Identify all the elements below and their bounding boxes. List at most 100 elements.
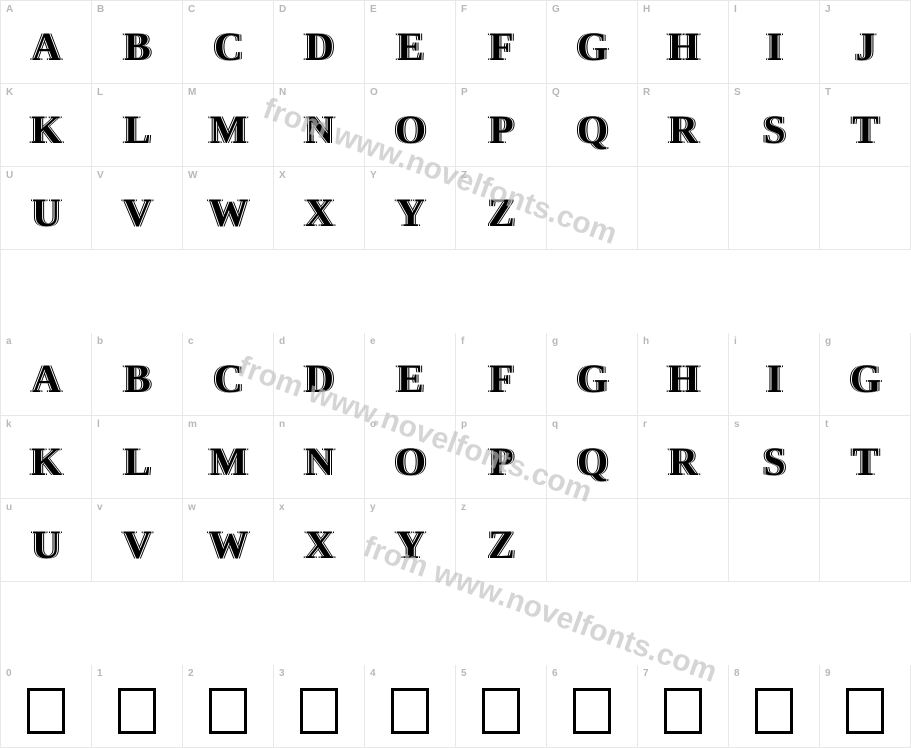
glyph-cell[interactable]: wW xyxy=(183,499,274,582)
glyph-cell[interactable] xyxy=(820,167,911,250)
glyph-cell[interactable]: oO xyxy=(365,416,456,499)
glyph-cell[interactable]: kK xyxy=(1,416,92,499)
cell-key-label: E xyxy=(370,4,377,15)
glyph-cell[interactable]: tT xyxy=(820,416,911,499)
glyph-cell[interactable]: LL xyxy=(92,84,183,167)
glyph-cell[interactable]: YY xyxy=(365,167,456,250)
cell-key-label: W xyxy=(188,170,197,181)
glyph-cell[interactable]: 9 xyxy=(820,665,911,748)
glyph-cell[interactable]: xX xyxy=(274,499,365,582)
glyph-cell[interactable] xyxy=(820,499,911,582)
cell-key-label: T xyxy=(825,87,831,98)
glyph-cell[interactable]: AA xyxy=(1,1,92,84)
cell-key-label: 5 xyxy=(461,668,467,679)
glyph-cell[interactable] xyxy=(638,499,729,582)
glyph-cell[interactable]: MM xyxy=(183,84,274,167)
glyph-cell[interactable] xyxy=(729,499,820,582)
glyph-cell[interactable]: OO xyxy=(365,84,456,167)
glyph-cell[interactable]: bB xyxy=(92,333,183,416)
glyph-cell[interactable]: II xyxy=(729,1,820,84)
glyph-display: Q xyxy=(577,442,607,482)
glyph-cell[interactable]: XX xyxy=(274,167,365,250)
cell-key-label: p xyxy=(461,419,467,430)
glyph-cell[interactable]: WW xyxy=(183,167,274,250)
cell-key-label: y xyxy=(370,502,376,513)
glyph-display: U xyxy=(32,193,60,233)
cell-key-label: L xyxy=(97,87,103,98)
glyph-cell[interactable]: qQ xyxy=(547,416,638,499)
glyph-cell[interactable]: hH xyxy=(638,333,729,416)
glyph-cell[interactable]: nN xyxy=(274,416,365,499)
glyph-cell[interactable]: aA xyxy=(1,333,92,416)
missing-glyph-box xyxy=(755,688,793,734)
cell-key-label: S xyxy=(734,87,741,98)
glyph-cell[interactable]: uU xyxy=(1,499,92,582)
glyph-cell[interactable] xyxy=(729,167,820,250)
glyph-cell[interactable] xyxy=(547,499,638,582)
glyph-cell[interactable]: DD xyxy=(274,1,365,84)
cell-key-label: g xyxy=(825,336,831,347)
glyph-cell[interactable]: lL xyxy=(92,416,183,499)
cell-key-label: q xyxy=(552,419,558,430)
glyph-cell[interactable]: QQ xyxy=(547,84,638,167)
glyph-cell[interactable]: gG xyxy=(547,333,638,416)
glyph-cell[interactable]: gG xyxy=(820,333,911,416)
cell-key-label: v xyxy=(97,502,103,513)
glyph-display: L xyxy=(124,110,150,150)
cell-key-label: o xyxy=(370,419,376,430)
glyph-cell[interactable]: HH xyxy=(638,1,729,84)
glyph-cell[interactable] xyxy=(638,167,729,250)
glyph-cell[interactable]: UU xyxy=(1,167,92,250)
glyph-cell[interactable]: ZZ xyxy=(456,167,547,250)
cell-key-label: I xyxy=(734,4,737,15)
glyph-cell[interactable]: 7 xyxy=(638,665,729,748)
glyph-cell[interactable]: vV xyxy=(92,499,183,582)
glyph-cell[interactable]: EE xyxy=(365,1,456,84)
glyph-cell[interactable]: zZ xyxy=(456,499,547,582)
glyph-display: Q xyxy=(577,110,607,150)
glyph-cell[interactable]: cC xyxy=(183,333,274,416)
glyph-cell[interactable]: 4 xyxy=(365,665,456,748)
glyph-cell[interactable]: TT xyxy=(820,84,911,167)
glyph-cell[interactable]: VV xyxy=(92,167,183,250)
cell-key-label: Y xyxy=(370,170,377,181)
glyph-display: A xyxy=(32,27,60,67)
glyph-cell[interactable]: BB xyxy=(92,1,183,84)
glyph-display: R xyxy=(669,442,697,482)
glyph-cell[interactable]: PP xyxy=(456,84,547,167)
cell-key-label: b xyxy=(97,336,103,347)
glyph-cell[interactable]: yY xyxy=(365,499,456,582)
glyph-cell[interactable]: FF xyxy=(456,1,547,84)
cell-key-label: G xyxy=(552,4,560,15)
glyph-cell[interactable]: JJ xyxy=(820,1,911,84)
glyph-cell[interactable]: 8 xyxy=(729,665,820,748)
glyph-cell[interactable] xyxy=(547,167,638,250)
glyph-cell[interactable]: NN xyxy=(274,84,365,167)
glyph-cell[interactable]: KK xyxy=(1,84,92,167)
glyph-display: E xyxy=(397,359,423,399)
glyph-display: D xyxy=(305,27,333,67)
glyph-cell[interactable]: RR xyxy=(638,84,729,167)
glyph-cell[interactable]: CC xyxy=(183,1,274,84)
glyph-cell[interactable]: 6 xyxy=(547,665,638,748)
glyph-cell[interactable]: eE xyxy=(365,333,456,416)
cell-key-label: x xyxy=(279,502,285,513)
glyph-cell[interactable]: SS xyxy=(729,84,820,167)
glyph-cell[interactable]: 0 xyxy=(1,665,92,748)
glyph-cell[interactable]: GG xyxy=(547,1,638,84)
glyph-cell[interactable]: sS xyxy=(729,416,820,499)
glyph-cell[interactable]: mM xyxy=(183,416,274,499)
cell-key-label: Q xyxy=(552,87,560,98)
glyph-display: Z xyxy=(488,525,514,565)
glyph-cell[interactable]: rR xyxy=(638,416,729,499)
glyph-cell[interactable]: fF xyxy=(456,333,547,416)
glyph-cell[interactable]: pP xyxy=(456,416,547,499)
glyph-cell[interactable]: 2 xyxy=(183,665,274,748)
glyph-cell[interactable]: iI xyxy=(729,333,820,416)
cell-key-label: N xyxy=(279,87,286,98)
glyph-cell[interactable]: 3 xyxy=(274,665,365,748)
glyph-cell[interactable]: dD xyxy=(274,333,365,416)
glyph-cell[interactable]: 5 xyxy=(456,665,547,748)
glyph-cell[interactable]: 1 xyxy=(92,665,183,748)
cell-key-label: J xyxy=(825,4,831,15)
